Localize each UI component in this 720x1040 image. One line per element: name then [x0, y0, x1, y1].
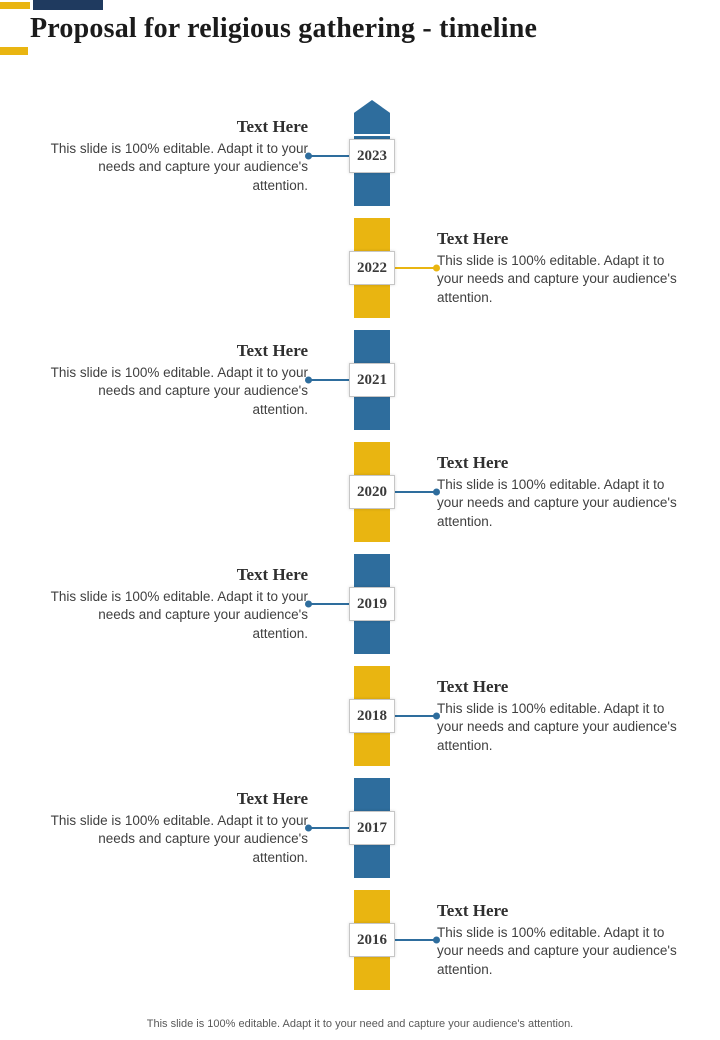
timeline-text-block: Text Here This slide is 100% editable. A… [40, 789, 308, 867]
timeline-heading: Text Here [236, 564, 308, 584]
timeline-body: This slide is 100% editable. Adapt it to… [437, 476, 677, 529]
timeline: Text Here This slide is 100% editable. A… [0, 100, 720, 996]
timeline-heading: Text Here [236, 340, 308, 360]
connector-line [305, 600, 354, 608]
timeline-heading: Text Here [236, 788, 308, 808]
timeline-row-2023: Text Here This slide is 100% editable. A… [0, 100, 720, 212]
timeline-heading: Text Here [437, 676, 509, 696]
timeline-body: This slide is 100% editable. Adapt it to… [437, 924, 677, 977]
connector-dot [433, 712, 440, 720]
timeline-body: This slide is 100% editable. Adapt it to… [50, 140, 308, 193]
timeline-row-2017: Text Here This slide is 100% editable. A… [0, 772, 720, 884]
connector-line [305, 824, 354, 832]
timeline-body: This slide is 100% editable. Adapt it to… [437, 252, 677, 305]
connector-dot [433, 264, 440, 272]
timeline-arrow-top-icon [354, 100, 390, 134]
timeline-text-block: Text Here This slide is 100% editable. A… [40, 341, 308, 419]
timeline-body: This slide is 100% editable. Adapt it to… [437, 700, 677, 753]
year-marker: 2020 [349, 475, 395, 509]
timeline-row-2019: Text Here This slide is 100% editable. A… [0, 548, 720, 660]
year-marker: 2017 [349, 811, 395, 845]
timeline-body: This slide is 100% editable. Adapt it to… [50, 812, 308, 865]
connector-line [390, 936, 440, 944]
timeline-body: This slide is 100% editable. Adapt it to… [50, 364, 308, 417]
year-marker: 2018 [349, 699, 395, 733]
deco-bar-navy-top [33, 0, 103, 10]
timeline-text-block: Text Here This slide is 100% editable. A… [437, 901, 689, 979]
connector-dot [305, 600, 312, 608]
timeline-body: This slide is 100% editable. Adapt it to… [50, 588, 308, 641]
connector-line [390, 264, 440, 272]
timeline-text-block: Text Here This slide is 100% editable. A… [437, 677, 689, 755]
timeline-heading: Text Here [437, 452, 509, 472]
connector-dot [433, 936, 440, 944]
connector-dot [305, 824, 312, 832]
year-marker: 2019 [349, 587, 395, 621]
timeline-row-2018: Text Here This slide is 100% editable. A… [0, 660, 720, 772]
timeline-row-2021: Text Here This slide is 100% editable. A… [0, 324, 720, 436]
connector-line [305, 376, 354, 384]
connector-dot [305, 152, 312, 160]
timeline-text-block: Text Here This slide is 100% editable. A… [40, 117, 308, 195]
year-marker: 2023 [349, 139, 395, 173]
timeline-row-2020: Text Here This slide is 100% editable. A… [0, 436, 720, 548]
deco-bar-yellow-top [0, 2, 30, 9]
connector-line [390, 488, 440, 496]
connector-line [305, 152, 354, 160]
connector-dot [433, 488, 440, 496]
year-marker: 2022 [349, 251, 395, 285]
timeline-row-2022: Text Here This slide is 100% editable. A… [0, 212, 720, 324]
timeline-row-2016: Text Here This slide is 100% editable. A… [0, 884, 720, 996]
timeline-text-block: Text Here This slide is 100% editable. A… [437, 229, 689, 307]
connector-line [390, 712, 440, 720]
timeline-heading: Text Here [437, 900, 509, 920]
timeline-text-block: Text Here This slide is 100% editable. A… [437, 453, 689, 531]
footer-note: This slide is 100% editable. Adapt it to… [146, 1018, 574, 1030]
timeline-heading: Text Here [437, 228, 509, 248]
year-marker: 2016 [349, 923, 395, 957]
connector-dot [305, 376, 312, 384]
deco-bar-yellow-under-title [0, 47, 28, 55]
timeline-heading: Text Here [236, 116, 308, 136]
year-marker: 2021 [349, 363, 395, 397]
timeline-text-block: Text Here This slide is 100% editable. A… [40, 565, 308, 643]
slide-title: Proposal for religious gathering - timel… [30, 13, 538, 44]
